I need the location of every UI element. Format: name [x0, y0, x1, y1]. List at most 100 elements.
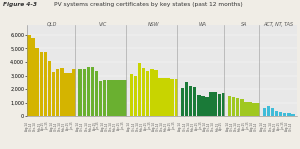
Text: ACT, NT, TAS: ACT, NT, TAS [263, 22, 294, 27]
Text: Aug-14: Aug-14 [101, 121, 105, 131]
Bar [279, 112, 282, 116]
Text: Dec-14: Dec-14 [268, 121, 272, 131]
Bar [60, 68, 64, 116]
Text: Aug-14: Aug-14 [250, 121, 254, 131]
Text: Aug-14: Aug-14 [203, 121, 207, 131]
Text: Aug-14: Aug-14 [226, 121, 230, 131]
Bar [201, 96, 205, 116]
Text: Oct-14: Oct-14 [29, 121, 33, 131]
Text: Oct-14: Oct-14 [207, 121, 211, 131]
Text: Jun-15: Jun-15 [70, 121, 74, 130]
Bar [87, 67, 90, 116]
Bar [119, 80, 123, 116]
Text: NSW: NSW [148, 22, 160, 27]
Text: Dec-14: Dec-14 [160, 121, 164, 131]
Bar [40, 52, 43, 116]
Bar [222, 93, 225, 116]
Bar [72, 69, 76, 116]
Bar [111, 80, 115, 116]
Text: Oct-14: Oct-14 [80, 121, 84, 131]
Bar [68, 73, 72, 116]
Text: Apr-15: Apr-15 [117, 121, 121, 130]
Text: Aug-14: Aug-14 [127, 121, 131, 131]
Text: Apr-15: Apr-15 [277, 121, 280, 130]
Text: Apr-15: Apr-15 [92, 121, 97, 130]
Text: Feb-15: Feb-15 [113, 121, 117, 131]
Bar [99, 81, 102, 116]
Text: Apr-15: Apr-15 [195, 121, 199, 130]
Text: Feb-15: Feb-15 [215, 121, 219, 131]
Text: Apr-15: Apr-15 [144, 121, 148, 130]
Text: Dec-14: Dec-14 [234, 121, 238, 131]
Text: Jun-15: Jun-15 [246, 121, 250, 130]
Text: Dec-14: Dec-14 [187, 121, 190, 131]
Bar [146, 71, 149, 116]
Text: Oct-14: Oct-14 [254, 121, 258, 131]
Bar [252, 103, 256, 116]
Text: Apr-15: Apr-15 [41, 121, 45, 130]
Text: Oct-14: Oct-14 [289, 121, 293, 131]
Text: Oct-14: Oct-14 [230, 121, 234, 131]
Text: Oct-14: Oct-14 [54, 121, 58, 131]
Text: Oct-14: Oct-14 [182, 121, 187, 131]
Bar [291, 114, 295, 116]
Text: WA: WA [199, 22, 207, 27]
Text: Aug-14: Aug-14 [285, 121, 289, 131]
Text: Jun-15: Jun-15 [121, 121, 125, 130]
Text: VIC: VIC [99, 22, 107, 27]
Text: Feb-15: Feb-15 [37, 121, 41, 131]
Bar [181, 88, 184, 116]
Text: Aug-14: Aug-14 [260, 121, 264, 131]
Text: Feb-15: Feb-15 [88, 121, 92, 131]
Bar [130, 74, 133, 116]
Bar [134, 76, 137, 116]
Bar [275, 111, 278, 116]
Text: Aug-14: Aug-14 [178, 121, 182, 131]
Text: Apr-15: Apr-15 [242, 121, 246, 130]
Text: Apr-15: Apr-15 [168, 121, 172, 130]
Text: Dec-14: Dec-14 [109, 121, 113, 131]
Bar [283, 113, 286, 116]
Text: Oct-14: Oct-14 [131, 121, 135, 131]
Bar [78, 69, 82, 116]
Bar [228, 96, 231, 116]
Text: Apr-15: Apr-15 [66, 121, 70, 130]
Text: SA: SA [241, 22, 247, 27]
Bar [236, 98, 239, 116]
Bar [154, 70, 158, 116]
Text: Feb-15: Feb-15 [62, 121, 66, 131]
Text: Feb-15: Feb-15 [164, 121, 168, 131]
Bar [287, 113, 291, 116]
Bar [150, 69, 154, 116]
Text: Aug-14: Aug-14 [76, 121, 80, 131]
Bar [193, 87, 196, 116]
Bar [107, 80, 111, 116]
Bar [162, 78, 166, 116]
Bar [256, 103, 260, 116]
Text: Aug-14: Aug-14 [25, 121, 29, 131]
Text: QLD: QLD [46, 22, 57, 27]
Bar [32, 38, 35, 116]
Bar [213, 93, 217, 116]
Bar [271, 108, 274, 116]
Text: Apr-15: Apr-15 [219, 121, 224, 130]
Text: Aug-14: Aug-14 [152, 121, 156, 131]
Bar [197, 95, 201, 116]
Text: Dec-14: Dec-14 [58, 121, 62, 131]
Bar [95, 71, 98, 116]
Bar [35, 48, 39, 116]
Bar [267, 106, 270, 116]
Text: Jun-15: Jun-15 [46, 121, 50, 130]
Text: Feb-15: Feb-15 [191, 121, 195, 131]
Text: Jun-15: Jun-15 [199, 121, 203, 130]
Bar [248, 102, 252, 116]
Text: Jun-15: Jun-15 [281, 121, 285, 130]
Bar [244, 102, 248, 116]
Text: Aug-14: Aug-14 [50, 121, 54, 131]
Bar [205, 97, 209, 116]
Bar [175, 79, 178, 116]
Bar [91, 67, 94, 116]
Bar [240, 99, 244, 116]
Text: Oct-14: Oct-14 [156, 121, 160, 131]
Bar [56, 69, 59, 116]
